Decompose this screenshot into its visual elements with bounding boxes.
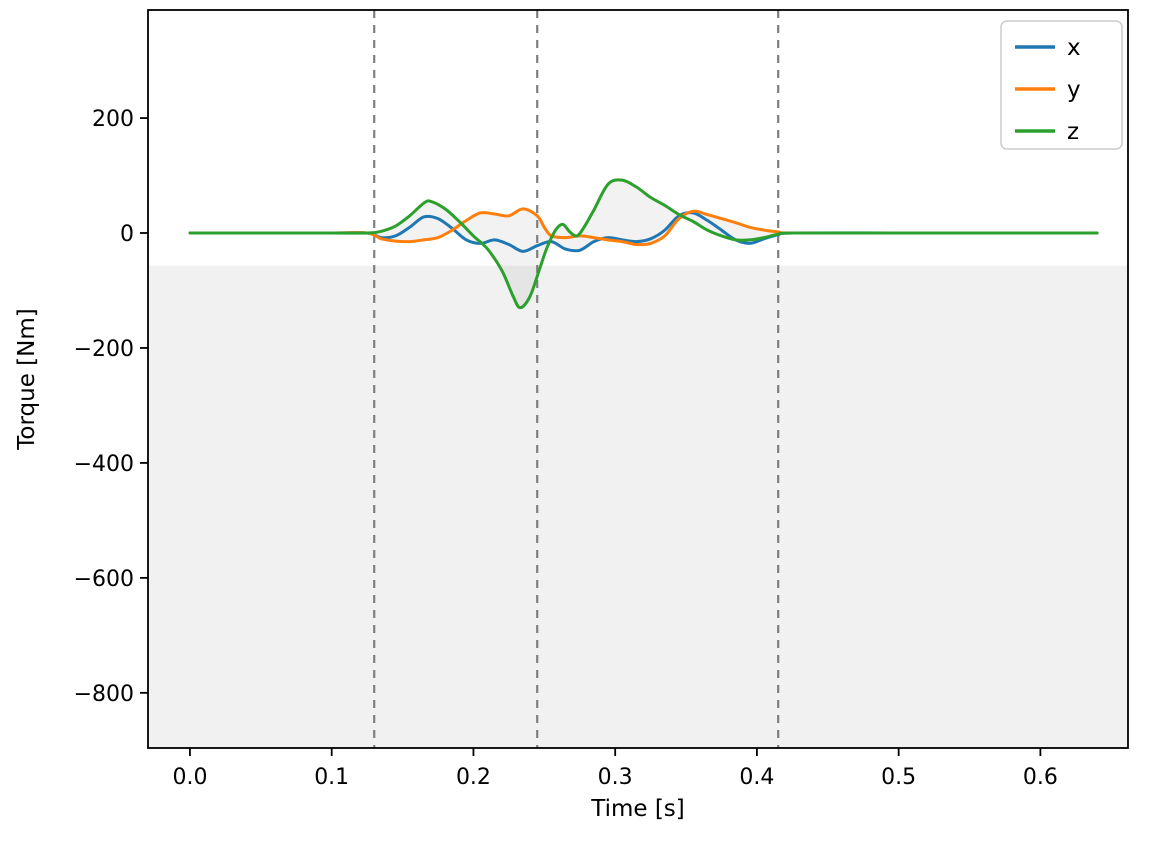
legend-box	[1000, 20, 1123, 150]
series-line-x	[188, 211, 1099, 253]
y-tick-label-5: −800	[74, 682, 134, 707]
x-tick-label-1: 0.1	[314, 765, 349, 790]
series-line-z	[188, 178, 1099, 310]
legend-label-x: x	[1067, 35, 1081, 61]
y-tick-label-4: −600	[74, 567, 134, 592]
y-tick-label-1: 0	[120, 222, 134, 247]
x-tick-label-5: 0.5	[881, 765, 916, 790]
y-tick-label-2: −200	[74, 337, 134, 362]
legend-label-z: z	[1067, 119, 1079, 145]
x-tick-label-3: 0.3	[598, 765, 633, 790]
shaded-region	[148, 265, 1128, 748]
x-tick-label-2: 0.2	[456, 765, 491, 790]
axes-frame	[147, 9, 1129, 749]
x-axis-label: Time [s]	[591, 796, 685, 822]
x-tick-label-4: 0.4	[739, 765, 774, 790]
y-tick-label-3: −400	[74, 452, 134, 477]
x-tick-label-6: 0.6	[1023, 765, 1058, 790]
y-axis-label: Torque [Nm]	[14, 308, 40, 450]
legend-label-y: y	[1067, 77, 1081, 103]
x-tick-label-0: 0.0	[172, 765, 207, 790]
y-tick-label-0: 200	[92, 107, 134, 132]
